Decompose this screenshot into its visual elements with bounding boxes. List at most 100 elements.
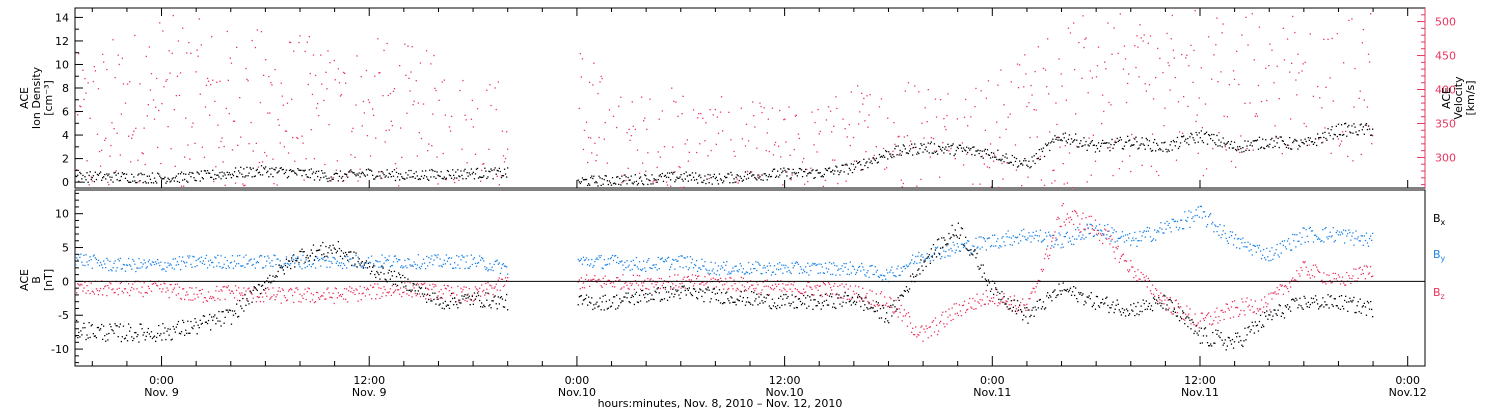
velocity-point	[77, 114, 79, 116]
velocity-point	[1016, 63, 1019, 65]
bz-point	[211, 297, 213, 300]
bx-point	[157, 332, 159, 335]
ion-density-point	[1367, 125, 1370, 127]
bz-point	[1031, 291, 1033, 293]
velocity-point	[878, 106, 881, 108]
by-point	[1020, 240, 1022, 242]
velocity-point	[588, 136, 590, 139]
by-point	[402, 267, 404, 269]
ion-density-point	[463, 170, 465, 172]
velocity-point	[1101, 122, 1103, 125]
ion-density-point	[1338, 133, 1341, 136]
by-point	[734, 265, 736, 268]
ion-density-point	[776, 175, 778, 177]
velocity-point	[144, 163, 146, 166]
by-point	[632, 259, 634, 261]
ion-density-point	[947, 143, 949, 145]
by-point	[142, 263, 144, 265]
bx-point	[495, 303, 497, 305]
bz-point	[388, 291, 390, 293]
by-point	[635, 256, 638, 259]
by-point	[900, 267, 902, 269]
ion-density-point	[1341, 134, 1344, 136]
ion-density-point	[687, 180, 689, 182]
velocity-point	[988, 167, 991, 169]
by-point	[936, 246, 939, 248]
ion-density-point	[1159, 147, 1161, 150]
by-point	[1100, 229, 1102, 231]
by-point	[279, 260, 281, 262]
ion-density-point	[309, 177, 311, 179]
velocity-point	[489, 84, 491, 86]
ion-density-point	[398, 173, 400, 175]
velocity-point	[893, 122, 895, 124]
velocity-point	[998, 186, 1000, 189]
by-point	[1297, 240, 1299, 242]
velocity-point	[844, 128, 846, 130]
ion-density-point	[1110, 143, 1112, 146]
bz-point	[119, 282, 121, 285]
velocity-point	[158, 109, 160, 112]
bx-point	[129, 330, 131, 332]
bz-point	[679, 283, 681, 285]
by-point	[874, 266, 876, 268]
bz-point	[794, 288, 796, 290]
bz-point	[79, 284, 81, 287]
ion-density-point	[696, 178, 698, 181]
ion-density-point	[987, 154, 990, 156]
bz-point	[413, 287, 415, 289]
bx-point	[321, 254, 323, 256]
ion-density-point	[1222, 137, 1224, 139]
bz-point	[949, 314, 951, 316]
velocity-point	[759, 102, 761, 104]
by-point	[1217, 226, 1219, 228]
by-point	[1327, 238, 1329, 240]
by-point	[644, 267, 646, 269]
bz-point	[1209, 323, 1211, 325]
ion-density-point	[172, 177, 174, 179]
bz-point	[366, 287, 369, 289]
ion-density-point	[958, 144, 960, 146]
ion-density-point	[221, 171, 223, 173]
by-point	[1017, 242, 1020, 244]
bz-point	[1355, 268, 1357, 270]
velocity-point	[1143, 34, 1145, 36]
by-point	[827, 268, 830, 270]
by-point	[275, 263, 277, 266]
ion-density-point	[132, 180, 134, 182]
bx-point	[194, 318, 196, 320]
by-point	[456, 255, 458, 257]
velocity-point	[761, 111, 763, 114]
ion-density-point	[1165, 148, 1167, 150]
ion-density-point	[860, 164, 862, 166]
bx-point	[162, 323, 164, 325]
bz-point	[1178, 307, 1181, 309]
bz-point	[462, 289, 464, 291]
velocity-point	[99, 165, 102, 167]
ion-density-point	[1095, 145, 1098, 147]
bx-point	[658, 292, 660, 294]
ion-density-point	[431, 168, 433, 171]
ion-density-point	[270, 173, 272, 175]
velocity-point	[942, 142, 944, 144]
ion-density-point	[1358, 130, 1360, 132]
ion-density-point	[882, 154, 885, 157]
bx-point	[365, 260, 368, 262]
bz-point	[951, 307, 953, 309]
ion-density-point	[919, 148, 921, 150]
bz-point	[585, 274, 588, 276]
bz-point	[603, 282, 605, 285]
bz-point	[897, 316, 899, 318]
by-point	[629, 269, 631, 271]
bz-point	[499, 289, 501, 292]
by-point	[673, 259, 675, 261]
by-point	[315, 256, 318, 258]
ion-density-point	[128, 181, 130, 183]
ion-density-point	[443, 176, 445, 178]
velocity-point	[794, 115, 796, 117]
velocity-point	[939, 176, 941, 178]
bx-point	[665, 291, 668, 293]
bz-point	[1121, 254, 1124, 256]
bz-point	[1194, 313, 1196, 315]
